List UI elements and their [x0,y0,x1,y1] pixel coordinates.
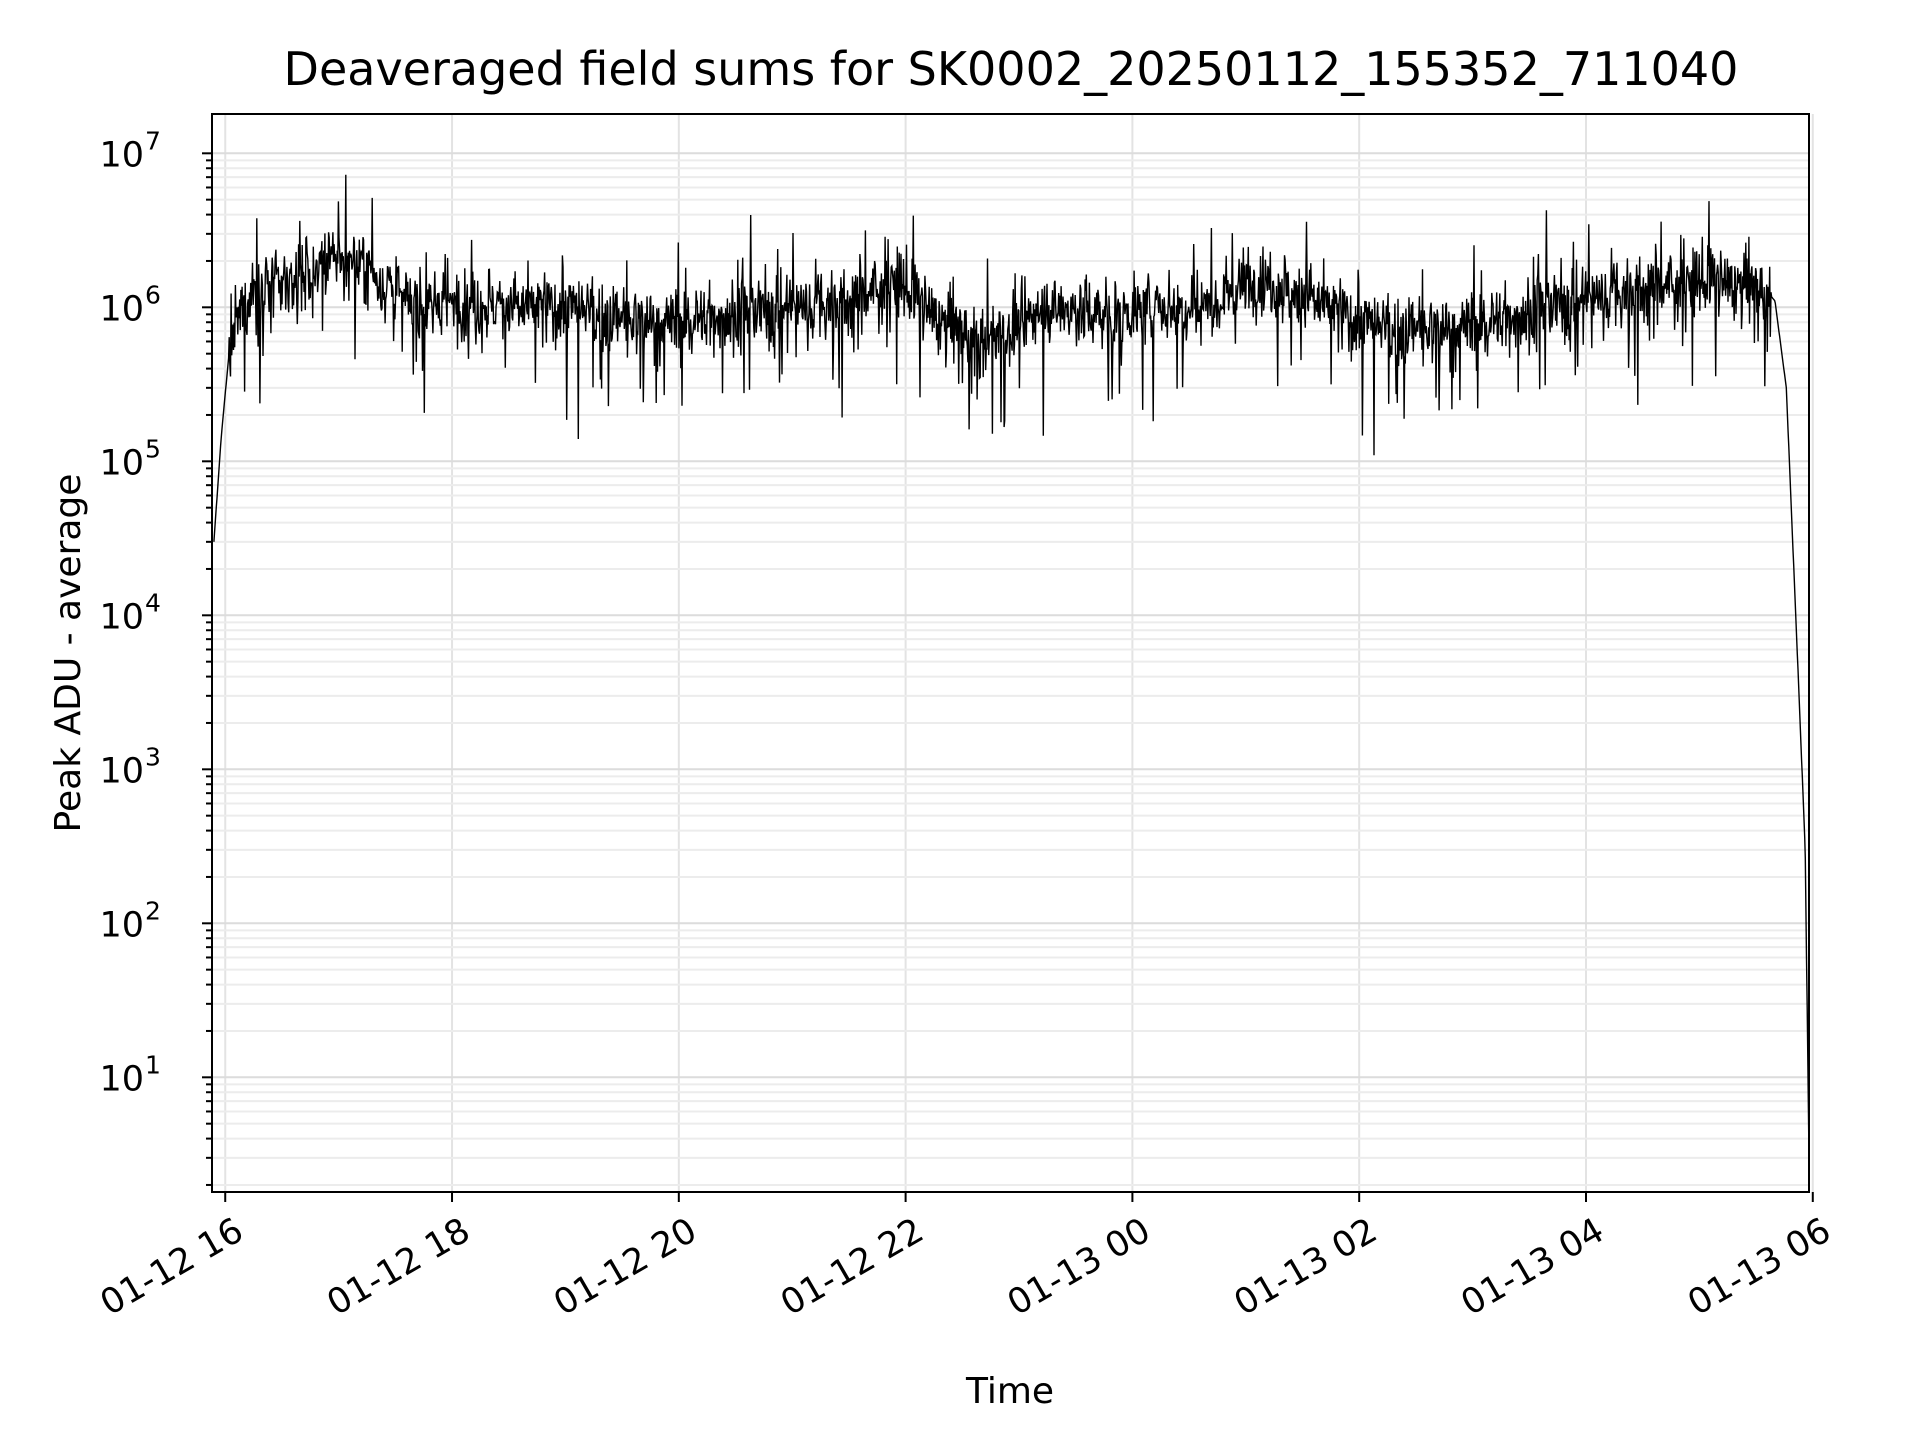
y-tick-base: 10 [99,597,144,637]
x-tick-label: 01-12 16 [94,1211,250,1324]
y-tick-base: 10 [99,905,144,945]
y-tick-label: 10 [99,905,144,945]
y-tick-exponent: 6 [145,280,161,309]
y-tick-base: 10 [99,289,144,329]
y-tick-label: 10 [99,443,144,483]
y-tick-label: 10 [99,289,144,329]
y-tick-exponent: 4 [145,588,161,617]
series-line [213,174,1810,1158]
y-tick-label: 10 [99,135,144,175]
x-tick-label: 01-13 02 [1228,1211,1384,1324]
x-tick-label: 01-13 06 [1681,1211,1837,1324]
y-tick-base: 10 [99,135,144,175]
plot-frame [211,113,1810,1193]
y-axis-label: Peak ADU - average [48,474,89,833]
y-tick-base: 10 [99,751,144,791]
x-tick-label: 01-12 20 [547,1211,703,1324]
x-tick-label: 01-13 04 [1455,1211,1611,1324]
x-axis-label: Time [965,1371,1054,1412]
y-tick-label: 10 [99,751,144,791]
y-tick-exponent: 7 [145,126,161,155]
y-tick-exponent: 2 [145,896,161,925]
y-tick-base: 10 [99,1059,144,1099]
y-tick-exponent: 5 [145,434,161,463]
x-tick-label: 01-12 18 [321,1211,477,1324]
y-tick-exponent: 3 [145,742,161,771]
y-tick-base: 10 [99,443,144,483]
chart-title: Deaveraged field sums for SK0002_2025011… [284,42,1739,96]
y-tick-exponent: 1 [145,1050,161,1079]
x-tick-label: 01-13 00 [1001,1211,1157,1324]
series-layer [213,174,1810,1158]
y-tick-label: 10 [99,597,144,637]
y-tick-label: 10 [99,1059,144,1099]
x-tick-label: 01-12 22 [774,1211,930,1324]
